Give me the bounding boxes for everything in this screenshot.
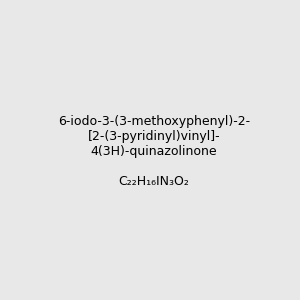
Text: 6-iodo-3-(3-methoxyphenyl)-2-
[2-(3-pyridinyl)vinyl]-
4(3H)-quinazolinone

C₂₂H₁: 6-iodo-3-(3-methoxyphenyl)-2- [2-(3-pyri… (58, 115, 250, 188)
